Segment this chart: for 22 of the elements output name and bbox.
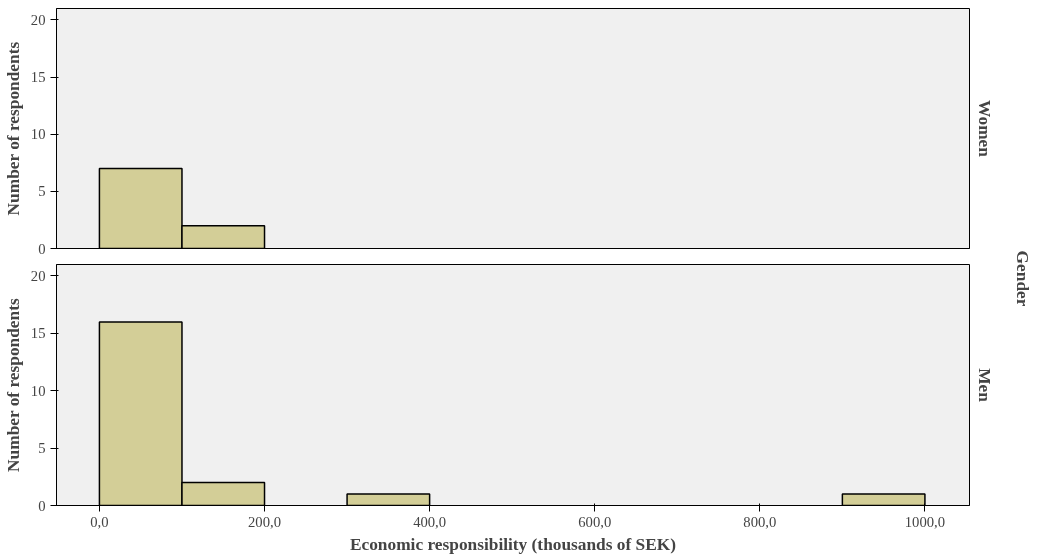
x-tick-label: 600,0 <box>578 513 612 530</box>
y-tick-label: 20 <box>30 11 46 28</box>
text: Women <box>974 100 994 158</box>
y-tick-label: 0 <box>38 497 46 514</box>
x-axis-title: Economic responsibility (thousands of SEK) <box>349 534 677 554</box>
y-tick-label: 0 <box>38 240 46 257</box>
y-tick-label: 15 <box>30 69 46 86</box>
y-axis-title: Number of respondents <box>3 298 23 472</box>
x-tick-label: 400,0 <box>413 513 447 530</box>
text: Men <box>974 368 994 403</box>
y-tick-label: 15 <box>30 325 46 342</box>
x-tick-label: 200,0 <box>248 513 282 530</box>
y-tick-label: 5 <box>38 440 46 457</box>
y-tick-label: 10 <box>30 126 46 143</box>
x-tick-label: 1000,0 <box>904 513 946 530</box>
text: Gender <box>1012 250 1032 307</box>
y-tick-label: 20 <box>30 267 46 284</box>
x-tick-label: 0,0 <box>90 513 109 530</box>
y-axis-title: Number of respondents <box>3 41 23 216</box>
y-tick-label: 5 <box>38 183 46 200</box>
y-tick-label: 10 <box>30 382 46 399</box>
x-tick-label: 800,0 <box>743 513 777 530</box>
